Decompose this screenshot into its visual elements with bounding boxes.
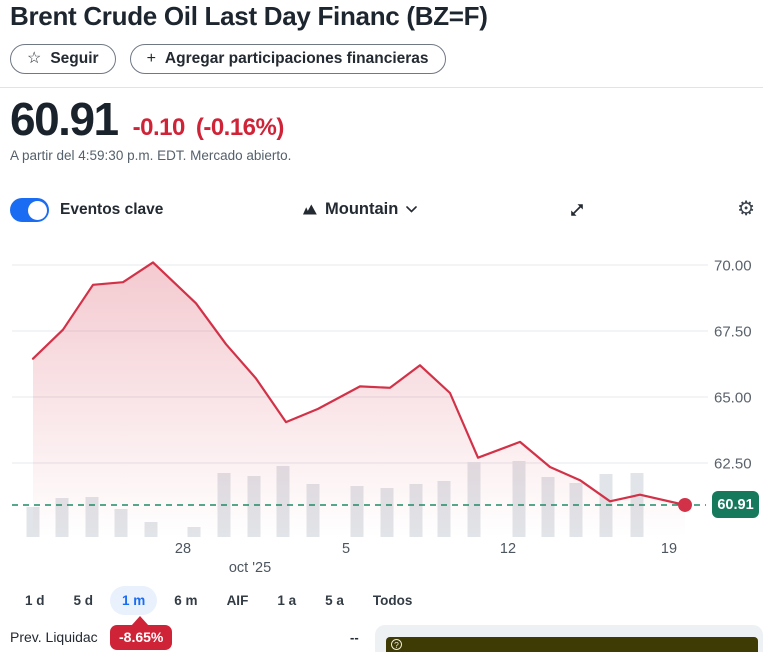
page-title: Brent Crude Oil Last Day Financ (BZ=F) — [10, 1, 488, 31]
key-events-group: Eventos clave — [10, 198, 163, 222]
range-button-1d[interactable]: 1 d — [25, 592, 45, 608]
last-price-badge: 60.91 — [712, 491, 759, 518]
expand-chart-icon[interactable] — [568, 201, 586, 222]
range-button-6m[interactable]: 6 m — [174, 592, 198, 608]
quote-summary: 60.91 -0.10 (-0.16%) — [10, 92, 284, 146]
chevron-down-icon — [406, 206, 418, 213]
range-button-5a[interactable]: 5 a — [325, 592, 344, 608]
price-chart-canvas: 70.00 67.50 65.00 62.50 — [12, 258, 752, 537]
prev-close-change-badge: -8.65% — [110, 625, 173, 650]
key-events-label: Eventos clave — [60, 201, 164, 218]
current-price: 60.91 — [10, 93, 119, 145]
gear-icon[interactable]: ⚙ — [737, 198, 755, 220]
price-chart[interactable]: 70.00 67.50 65.00 62.50 60.91 28 5 12 19 oct '2… — [0, 238, 763, 584]
chart-toolbar: Eventos clave Mountain ⚙ — [0, 192, 763, 228]
range-button-1a[interactable]: 1 a — [277, 592, 297, 608]
x-axis-label: 5 — [341, 541, 351, 557]
x-axis-label: 12 — [499, 541, 517, 557]
stats-footer: Prev. Liquidac -8.65% -- ? — [0, 615, 763, 652]
ad-banner[interactable]: ? — [386, 637, 758, 652]
range-button-Todos[interactable]: Todos — [372, 592, 413, 608]
price-line — [31, 261, 687, 507]
placeholder-value: -- — [350, 630, 359, 645]
as-of-text: A partir del 4:59:30 p.m. EDT. Mercado a… — [10, 148, 292, 163]
range-button-5d[interactable]: 5 d — [73, 592, 94, 608]
y-axis-label: 65.00 — [714, 390, 752, 407]
chart-type-selector[interactable]: Mountain — [302, 200, 418, 219]
price-change-percent: (-0.16%) — [195, 114, 285, 141]
ad-help-icon[interactable]: ? — [391, 639, 402, 650]
prev-close-label: Prev. Liquidac — [10, 629, 98, 645]
header-divider — [0, 87, 763, 88]
ad-strip: ? — [375, 625, 763, 652]
y-axis-label: 70.00 — [714, 258, 752, 275]
x-axis-month-label: oct '25 — [228, 560, 272, 576]
y-axis-label: 67.50 — [714, 324, 752, 341]
action-buttons: ☆ Seguir + Agregar participaciones finan… — [10, 44, 446, 74]
add-holdings-button-label: Agregar participaciones financieras — [164, 50, 429, 67]
tooltip-arrow — [131, 616, 149, 626]
chart-type-label: Mountain — [325, 200, 399, 218]
range-selector: 1 d 5 d 1 m 6 m AIF 1 a 5 a Todos — [25, 585, 412, 615]
x-axis-label: 28 — [174, 541, 192, 557]
chart-layers: 70.00 67.50 65.00 62.50 — [12, 258, 752, 537]
plus-icon: + — [146, 50, 156, 67]
x-axis-label: 19 — [660, 541, 678, 557]
follow-button[interactable]: ☆ Seguir — [10, 44, 116, 74]
range-button-1m[interactable]: 1 m — [110, 585, 158, 615]
range-button-AIF[interactable]: AIF — [226, 592, 249, 608]
toggle-knob — [27, 200, 47, 220]
mountain-icon — [302, 204, 317, 215]
price-area — [33, 262, 685, 537]
follow-button-label: Seguir — [50, 50, 99, 67]
price-change: -0.10 — [132, 114, 186, 141]
y-axis-label: 62.50 — [714, 456, 752, 473]
current-price-dot — [678, 497, 692, 512]
add-holdings-button[interactable]: + Agregar participaciones financieras — [129, 44, 446, 74]
star-icon: ☆ — [27, 50, 42, 67]
key-events-toggle[interactable] — [10, 198, 49, 222]
